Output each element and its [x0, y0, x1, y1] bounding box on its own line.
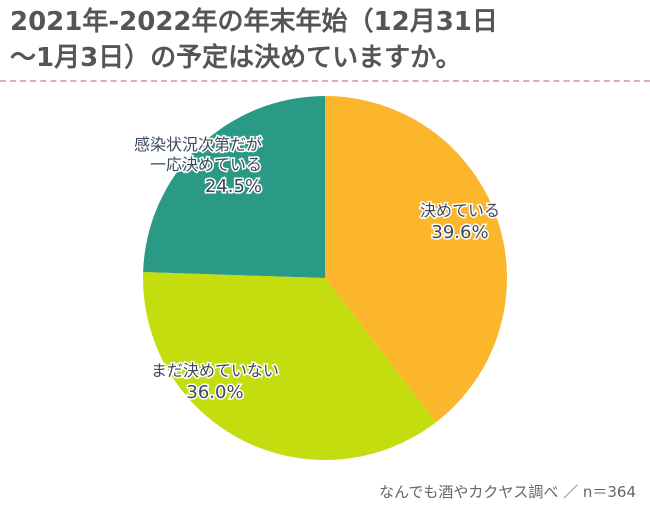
pie-slice-1	[143, 272, 436, 460]
title-divider	[0, 80, 650, 82]
pie-label-1: まだ決めていない 36.0%	[151, 361, 279, 403]
pie-label-2: 感染状況次第だが一応決めている 24.5%	[134, 135, 262, 197]
pie-slice-2	[143, 96, 325, 278]
pie-value-1: 36.0%	[186, 382, 243, 403]
pie-label-2-line-0: 感染状況次第だが	[134, 135, 262, 154]
chart-title-line-1: 2021年-2022年の年末年始（12月31日	[10, 7, 498, 37]
pie-label-1-line-0: まだ決めていない	[151, 361, 279, 380]
chart-title-line-2: ～1月3日）の予定は決めていますか。	[10, 43, 462, 73]
pie-label-2-line-1: 一応決めている	[150, 155, 262, 174]
pie-slice-0	[325, 96, 507, 423]
pie-labels: 決めている 39.6% まだ決めていない 36.0% 感染状況次第だが一応決めている 24…	[132, 134, 501, 405]
source-note: なんでも酒やカクヤス調べ ／ n＝364	[379, 483, 636, 501]
chart-title: 2021年-2022年の年末年始（12月31日 ～1月3日）の予定は決めています…	[10, 4, 640, 76]
pie-value-0: 39.6%	[431, 222, 488, 243]
pie-label-0: 決めている 39.6%	[420, 201, 500, 243]
pie-value-2: 24.5%	[205, 176, 262, 197]
pie-label-0-line-0: 決めている	[420, 201, 500, 220]
pie-slices	[143, 96, 507, 460]
